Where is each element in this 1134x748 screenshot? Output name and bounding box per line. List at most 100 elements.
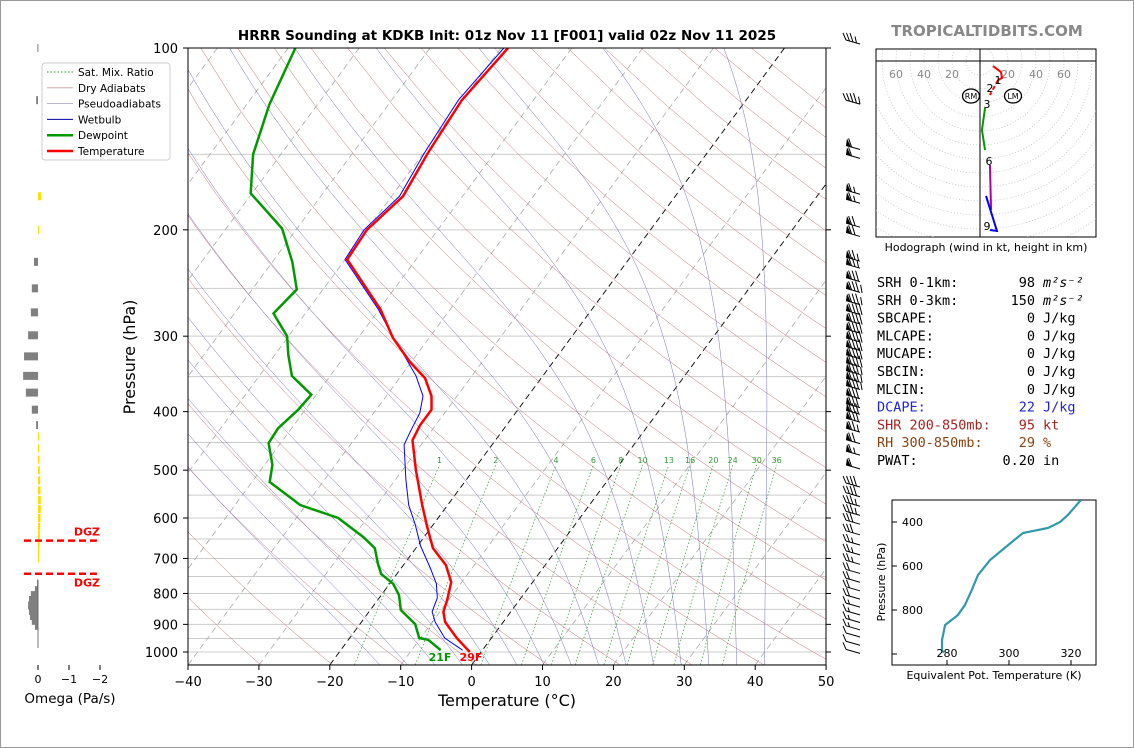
barb-feather: [855, 303, 860, 315]
barb-feather: [848, 378, 853, 388]
skewt-axes-frame: [187, 47, 827, 666]
isotherm-line: [188, 48, 431, 378]
legend-label: Sat. Mix. Ratio: [78, 67, 154, 79]
barb-feather: [848, 410, 853, 420]
wind-barb: [842, 562, 861, 574]
moist-adiabat-line: [188, 148, 572, 665]
wind-barb: [845, 457, 861, 470]
mixing-ratio-line: [626, 464, 691, 665]
legend-label: Wetbulb: [78, 114, 122, 126]
mixing-ratio-label: 30: [752, 456, 762, 465]
mixing-ratio-line: [652, 464, 714, 665]
barb-half-feather: [860, 297, 863, 306]
theta-e-y-tick-label: 600: [902, 560, 923, 573]
moist-adiabat-line: [294, 48, 654, 665]
omega-tick-label: −1: [61, 673, 77, 686]
wind-barb: [842, 611, 861, 623]
omega-bar: [38, 486, 41, 495]
barb-half-feather: [854, 498, 857, 506]
mixing-ratio-line: [574, 464, 643, 665]
legend-label: Pseudoadiabats: [78, 99, 161, 111]
barb-feather: [848, 192, 853, 202]
x-tick-label: 30: [676, 675, 693, 690]
wind-barb: [842, 495, 861, 507]
omega-bar: [30, 308, 38, 317]
mixing-ratio-label: 16: [685, 456, 695, 465]
y-tick-label: 1000: [145, 646, 178, 661]
stat-label: PWAT:: [877, 453, 918, 469]
barb-staff: [845, 625, 861, 631]
barb-half-feather: [856, 253, 860, 261]
omega-bar: [24, 352, 38, 361]
barb-half-feather: [856, 260, 860, 268]
y-tick-label: 300: [153, 330, 178, 345]
dgz-label: DGZ: [74, 526, 100, 539]
wind-barb: [842, 523, 861, 536]
dry-adiabat-line: [188, 531, 333, 665]
theta-e-ylabel: Pressure (hPa): [875, 543, 888, 622]
barb-pennant: [846, 457, 851, 467]
x-tick-label: 0: [467, 675, 475, 690]
barb-feather: [853, 93, 857, 104]
isotherm-line: [400, 87, 826, 665]
mixing-ratio-label: 24: [728, 456, 738, 465]
barb-feather: [842, 504, 847, 512]
barb-feather: [855, 370, 860, 382]
stat-value: 95: [1019, 417, 1035, 433]
barb-staff: [845, 568, 861, 574]
wind-barb: [842, 603, 861, 616]
dry-adiabat-line: [273, 48, 826, 542]
moist-adiabat-line: [188, 466, 380, 665]
barb-feather: [851, 339, 856, 350]
barb-pennant: [846, 192, 851, 201]
barb-feather: [851, 321, 856, 332]
omega-bar: [29, 606, 38, 615]
theta-e-panel: 280 300 320 400 600 800: [891, 499, 1097, 666]
mixing-ratio-line: [673, 464, 734, 665]
barb-feather: [842, 579, 847, 588]
wind-barb: [845, 330, 863, 343]
omega-bar: [37, 44, 39, 52]
dry-adiabat-line: [188, 88, 826, 660]
barb-pennant: [846, 293, 851, 303]
barb-feather: [858, 330, 863, 343]
barb-feather: [855, 293, 860, 305]
barb-feather: [849, 93, 854, 103]
wind-barb: [845, 303, 863, 316]
barb-feather: [848, 432, 853, 442]
wind-barb: [845, 432, 861, 445]
mixing-ratio-line: [700, 464, 758, 665]
barb-feather: [849, 513, 854, 523]
wind-barb: [845, 355, 863, 368]
wind-barb: [842, 618, 861, 631]
barb-feather: [855, 387, 860, 399]
barb-feather: [842, 625, 847, 634]
hodograph-ring-label: 20: [1001, 68, 1015, 81]
dewpoint-line: [249, 48, 442, 652]
wind-barb: [845, 420, 861, 433]
barb-feather: [848, 225, 853, 235]
omega-bar: [38, 530, 40, 539]
wind-barb: [845, 387, 861, 400]
omega-bar: [34, 621, 38, 630]
barb-feather: [846, 475, 850, 485]
omega-bar: [23, 371, 38, 380]
barb-staff: [845, 577, 861, 583]
theta-e-line: [940, 500, 1082, 654]
barb-feather: [846, 485, 850, 494]
barb-pennant: [846, 225, 851, 234]
barb-feather: [846, 32, 850, 42]
omega-bar: [31, 616, 38, 625]
hodograph-height-label: 2: [987, 82, 994, 95]
x-tick-label: 40: [747, 675, 764, 690]
y-tick-label: 500: [153, 464, 178, 479]
omega-bar: [38, 514, 41, 523]
stat-label: RH 300-850mb:: [877, 435, 983, 451]
dry-adiabat-line: [188, 340, 549, 665]
barb-staff: [845, 602, 861, 608]
wind-barb: [842, 504, 861, 516]
isotherm-line: [188, 48, 502, 474]
barb-feather: [848, 420, 853, 430]
barb-half-feather: [847, 599, 850, 605]
